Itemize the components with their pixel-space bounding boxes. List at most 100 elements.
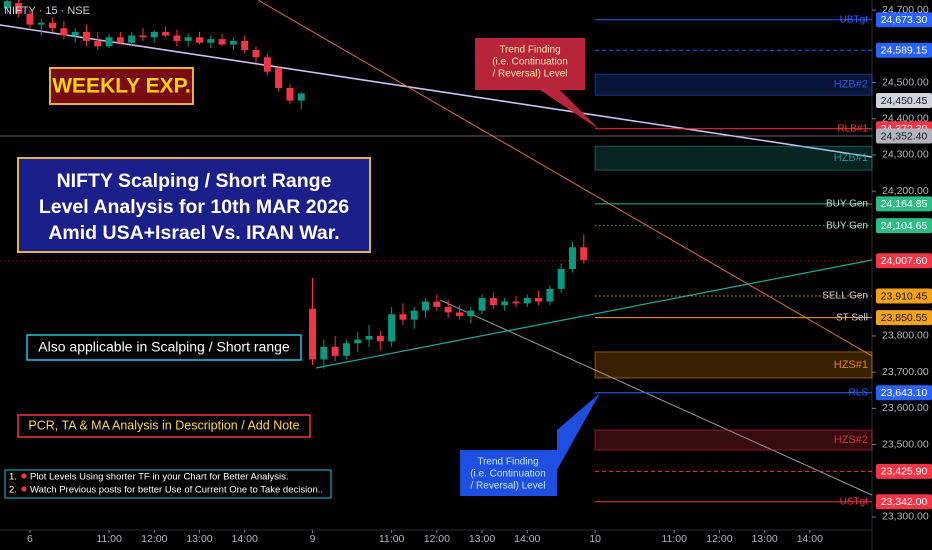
callout-text: Trend Finding [499,45,560,56]
note: Also applicable in Scalping / Short rang… [38,339,290,355]
callout-text: (i.e. Continuation [492,57,568,68]
candle-body [37,22,45,25]
y-tick-label: 24,300.00 [882,149,929,161]
candle-body [218,39,226,45]
candle-body [162,31,170,36]
title-line: Level Analysis for 10th MAR 2026 [39,196,349,218]
candle-body [467,310,475,317]
candle-body [139,35,147,38]
candle-body [478,297,486,311]
zone [594,429,873,451]
candle-body [263,57,271,72]
level-name: ST Sell [836,312,868,323]
level-label: 24,352.40 [881,130,928,142]
y-tick-label: 23,300.00 [882,511,929,523]
title-box [17,157,371,253]
zones: HZB#2 HZB#1 HZS#1 HZS#2 [594,73,873,451]
notes: 1. Plot Levels Using shorter TF in your C… [9,472,323,496]
x-tick-label: 13:00 [186,533,212,545]
level-label-box [876,385,932,401]
candle-body [26,13,34,25]
badge-box [49,67,194,105]
level-label-box [876,12,932,28]
callout-text: Trend Finding [477,457,538,468]
level-label: 24,104.65 [881,220,928,232]
callout-text: (i.e. Continuation [470,469,546,480]
candle-body [354,339,362,344]
level-label-box [876,253,932,269]
candle-body [365,335,373,340]
note-text: Watch Previous posts for better Use of C… [30,485,323,496]
level-label: 23,425.90 [881,466,928,478]
y-tick-label: 24,500.00 [882,76,929,88]
x-tick-label: 11:00 [661,533,687,545]
zone [594,145,873,171]
level-label-box [876,463,932,479]
x-tick-label: 11:00 [96,533,122,545]
candle-body [501,301,509,306]
candle-body [444,306,452,313]
trend-line [257,0,873,357]
axes: 24,700.00 24,500.00 24,400.00 24,300.00 24,2… [27,4,929,545]
candle-body [105,37,113,47]
candle-body [184,37,192,41]
x-tick-label: 12:00 [424,533,450,545]
candle-body [535,297,543,302]
header: NIFTY · 15 · NSE [4,5,90,17]
level-label: 24,673.30 [881,14,928,26]
x-tick-label: 11:00 [379,533,405,545]
candle-body [422,301,430,311]
candle-body [128,35,136,43]
candle-body [580,247,588,260]
y-tick-label: 23,800.00 [882,330,929,342]
title-line: NIFTY Scalping / Short Range [57,170,332,192]
level-label: 23,643.10 [881,387,928,399]
candles [3,0,588,369]
candle-body [3,1,11,9]
title: NIFTY Scalping / Short Range Level Analys… [39,170,349,244]
level-label-box [876,494,932,510]
y-tick-label: 23,600.00 [882,402,929,414]
callout-box [460,393,600,496]
candle-body [252,49,260,58]
level-label: 24,450.45 [881,95,928,107]
x-tick-label: 10 [589,533,601,545]
level-name: UBTgt [840,14,869,25]
candle-body [489,297,497,306]
x-tick-label: 12:00 [706,533,732,545]
y-tick-label: 24,400.00 [882,113,929,125]
level-label-box [876,42,932,58]
zone-label: HZB#2 [834,79,868,91]
level-name: SELL Gen [822,291,868,302]
x-tick-label: 13:00 [751,533,777,545]
candle-body [546,288,554,302]
candle-body [410,310,418,320]
candle-body [207,39,215,43]
level-label-box [876,92,932,108]
level-label-box [876,218,932,234]
badge: WEEKLY EXP. [52,75,191,98]
note-pin [21,473,27,479]
callout-text: / Reversal) Level [470,481,545,492]
zone [594,73,873,96]
level-label: 24,007.60 [881,255,928,267]
candle-body [173,35,181,41]
level-label: 23,850.55 [881,312,928,324]
note-pin [21,486,27,492]
x-tick-label: 14:00 [514,533,540,545]
candle-body [399,314,407,320]
candle-body [376,335,384,342]
x-tick-label: 13:00 [469,533,495,545]
candle-body [94,40,102,47]
x-tick-label: 6 [27,533,33,545]
candle-body [49,22,57,29]
candle-body [150,31,158,38]
x-tick-label: 14:00 [232,533,258,545]
candle-body [433,301,441,307]
level-label-box [876,196,932,212]
x-tick-label: 14:00 [797,533,823,545]
trend-line [315,259,873,369]
candle-body [275,68,283,88]
y-tick-label: 23,500.00 [882,438,929,450]
